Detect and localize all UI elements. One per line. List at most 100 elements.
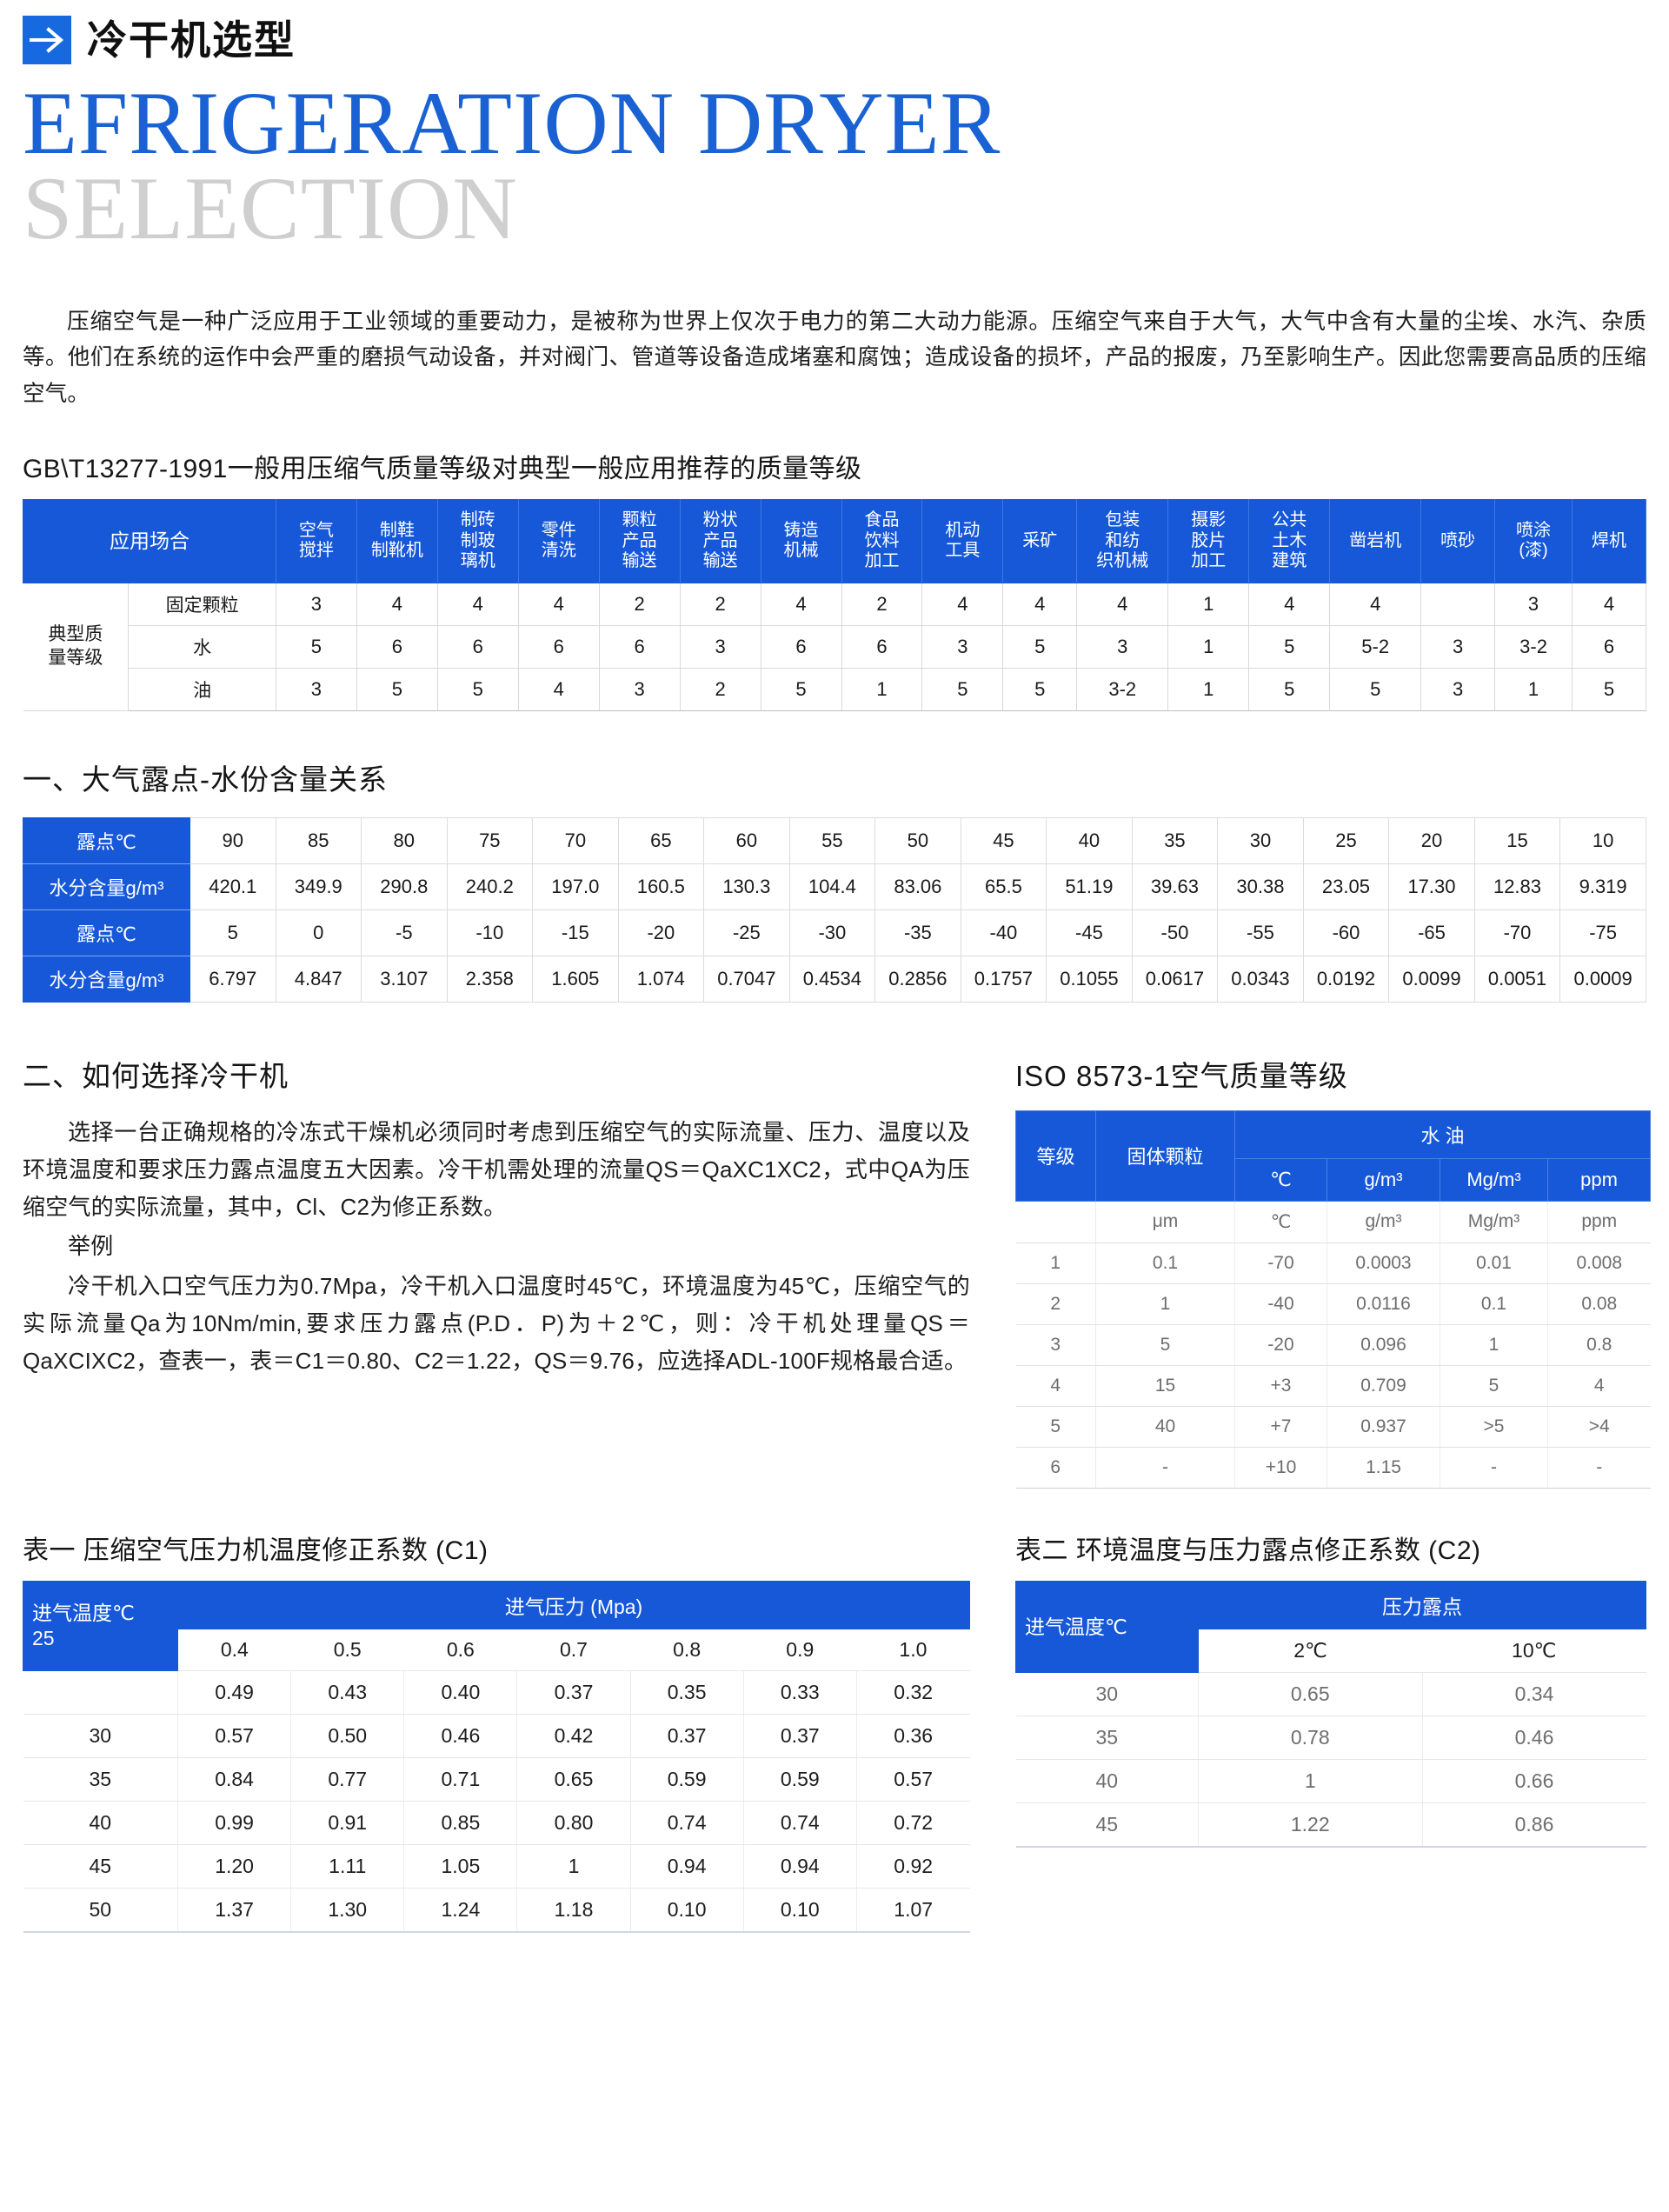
iso-cell: 0.08 — [1547, 1283, 1651, 1325]
c1-cell: 0.50 — [290, 1714, 404, 1758]
iso-cell: 3 — [1015, 1324, 1096, 1366]
iso-cell: 1 — [1095, 1283, 1235, 1325]
c2-dewpoint-header: 2℃ — [1198, 1629, 1422, 1673]
c1-pressure-header: 0.7 — [516, 1629, 631, 1671]
gb-col-2: 制砖 制玻 璃机 — [436, 498, 519, 583]
dew-cell: -20 — [617, 909, 705, 956]
c1-row-label — [23, 1670, 178, 1715]
c1-cell: 0.10 — [742, 1888, 857, 1933]
gb-col-0: 空气 搅拌 — [275, 498, 357, 583]
gb-cell: 4 — [1571, 582, 1647, 626]
table-row: 露点℃ 5 0 -5 -10 -15 -20 -25 -30 -35 -40 -45 -50 -55 -60… — [23, 909, 1646, 956]
c2-cell: 0.78 — [1198, 1716, 1422, 1760]
gb-col-14: 喷砂 — [1420, 498, 1496, 583]
c1-cell: 0.94 — [742, 1844, 857, 1889]
c1-cell: 0.85 — [403, 1801, 517, 1845]
iso-cell: 0.709 — [1327, 1365, 1440, 1407]
c1-cell: 0.40 — [403, 1670, 517, 1715]
iso-cell: 0.8 — [1547, 1324, 1651, 1366]
gb-cell: 5 — [1571, 667, 1647, 711]
section-two-columns: 二、如何选择冷干机 选择一台正确规格的冷冻式干燥机必须同时考虑到压缩空气的实际流… — [23, 1003, 1651, 1489]
gb-side-label: 典型质 量等级 — [23, 582, 130, 711]
gb-cell: 4 — [517, 582, 600, 626]
c1-cell: 0.94 — [629, 1844, 744, 1889]
dew-cell: 0.0343 — [1217, 955, 1304, 1003]
gb-cell: 4 — [1329, 582, 1422, 626]
dew-cell: 5 — [190, 909, 276, 956]
table-row: 45 1.20 1.11 1.05 1 0.94 0.94 0.92 — [23, 1844, 970, 1889]
dew-cell: 17.30 — [1388, 863, 1475, 910]
iso-subheader-row: ℃ g/m³ Mg/m³ ppm — [1016, 1157, 1651, 1202]
iso-cell: 15 — [1095, 1365, 1235, 1407]
c1-cell: 0.72 — [855, 1801, 970, 1845]
iso-subunit-cell: μm — [1095, 1201, 1235, 1243]
iso-cell: 0.008 — [1547, 1243, 1651, 1284]
iso-cell: 0.1 — [1095, 1243, 1235, 1284]
dew-cell: 30.38 — [1217, 863, 1304, 910]
iso-table-title: ISO 8573-1空气质量等级 — [1015, 1059, 1348, 1092]
table-row: 30 0.57 0.50 0.46 0.42 0.37 0.37 0.36 — [23, 1714, 970, 1758]
section-one-heading: 一、大气露点-水份含量关系 — [23, 763, 388, 796]
dew-cell: 10 — [1559, 816, 1646, 864]
gb-cell: 5 — [1329, 667, 1422, 711]
dew-cell: 25 — [1302, 816, 1390, 864]
dew-cell: 197.0 — [532, 863, 619, 910]
gb-cell: 6 — [598, 624, 681, 669]
dew-cell: -60 — [1302, 909, 1390, 956]
c1-cell: 0.32 — [855, 1670, 970, 1715]
table-row: 1 0.1 -70 0.0003 0.01 0.008 — [1015, 1243, 1651, 1284]
c2-cell: 0.46 — [1421, 1716, 1646, 1760]
dew-cell: 240.2 — [446, 863, 534, 910]
c2-cell: 0.66 — [1421, 1759, 1646, 1803]
c2-row-label: 45 — [1015, 1802, 1199, 1848]
dew-row-label: 露点℃ — [23, 816, 190, 864]
dew-cell: 4.847 — [275, 955, 362, 1003]
dew-cell: -40 — [960, 909, 1047, 956]
iso-subunit-cell: Mg/m³ — [1440, 1201, 1548, 1243]
dew-cell: -70 — [1473, 909, 1561, 956]
iso-8573-1-table: 等级 固体颗粒 水 油 ℃ g/m³ Mg/m³ ppm μm ℃ g/m³ Mg/m… — [1015, 1109, 1651, 1489]
dew-cell: 1.074 — [617, 955, 705, 1003]
gb-cell: 3-2 — [1076, 667, 1169, 711]
gb-cell: 4 — [1076, 582, 1169, 626]
gb-col-13: 凿岩机 — [1329, 498, 1422, 583]
c1-row-label: 35 — [23, 1757, 178, 1802]
dew-cell: 104.4 — [788, 863, 876, 910]
section-two-example-label: 举例 — [68, 1233, 114, 1260]
c1-cell: 0.80 — [516, 1801, 631, 1845]
dew-cell: 23.05 — [1302, 863, 1390, 910]
c1-cell: 0.65 — [516, 1757, 631, 1802]
gb-cell: 1 — [841, 667, 923, 711]
dew-cell: 0.0617 — [1131, 955, 1219, 1003]
gb-corner-header: 应用场合 — [23, 498, 276, 583]
iso-cell: 4 — [1547, 1365, 1651, 1407]
iso-cell: 5 — [1440, 1365, 1548, 1407]
iso-subunit-cell: g/m³ — [1327, 1201, 1440, 1243]
iso-cell: -20 — [1234, 1324, 1327, 1366]
c2-cell: 1.22 — [1198, 1802, 1422, 1848]
dew-row-label: 露点℃ — [23, 909, 190, 956]
gb-cell: 5 — [1002, 667, 1078, 711]
gb-col-1: 制鞋 制靴机 — [356, 498, 438, 583]
c1-cell: 0.59 — [742, 1757, 857, 1802]
gb-cell: 1 — [1167, 624, 1250, 669]
document-page: 冷干机选型 EFRIGERATION DRYER SELECTION 压缩空气是… — [23, 16, 1651, 1933]
gb-col-10: 包装 和纺 织机械 — [1076, 498, 1169, 583]
c1-pressure-header: 0.9 — [743, 1629, 857, 1671]
gb-cell: 5 — [436, 667, 519, 711]
gb-cell: 5 — [760, 667, 842, 711]
dew-cell: 12.83 — [1473, 863, 1561, 910]
gb-cell: 6 — [356, 624, 438, 669]
gb-cell: 5 — [275, 624, 357, 669]
section-two-heading: 二、如何选择冷干机 — [23, 1059, 289, 1092]
dew-cell: 40 — [1046, 816, 1133, 864]
c1-cell: 0.33 — [742, 1670, 857, 1715]
gb-cell: 6 — [1571, 624, 1647, 669]
iso-cell: 5 — [1015, 1406, 1096, 1448]
iso-cell: 2 — [1015, 1283, 1096, 1325]
table-row: 2 1 -40 0.0116 0.1 0.08 — [1015, 1283, 1651, 1325]
dew-cell: 0.2856 — [874, 955, 961, 1003]
dew-cell: -75 — [1559, 909, 1646, 956]
iso-cell: - — [1547, 1447, 1651, 1489]
gb-cell: 6 — [436, 624, 519, 669]
